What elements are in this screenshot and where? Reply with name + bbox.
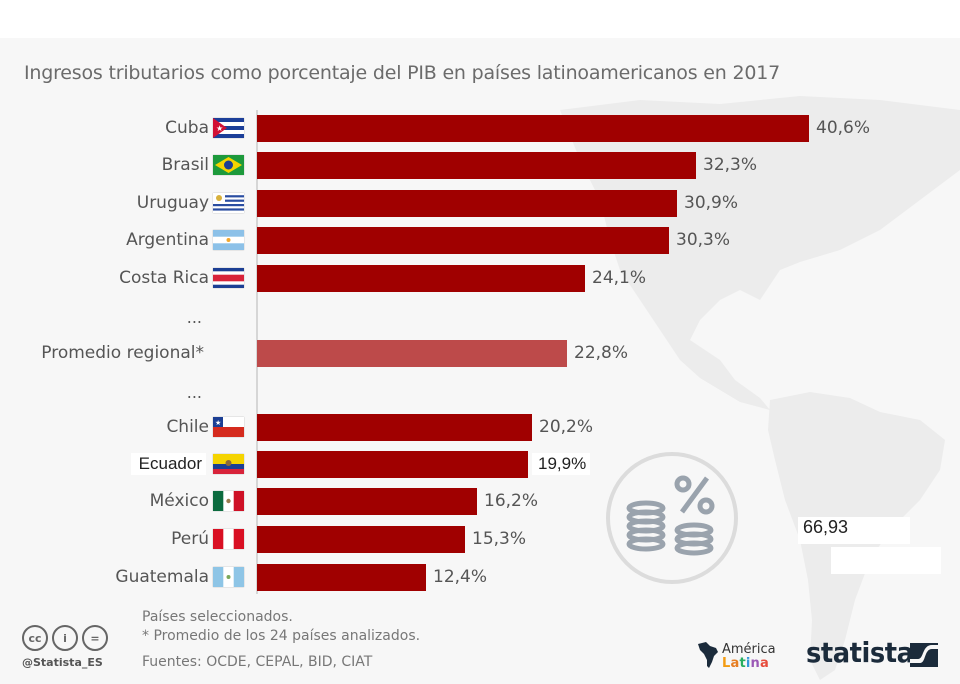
bar-ecuador <box>257 451 528 478</box>
bar-uruguay <box>257 190 677 217</box>
row-ellipsis: ... <box>186 308 202 327</box>
cuba-flag-icon: ★ <box>213 118 244 138</box>
license-icons: cc i = <box>22 625 108 651</box>
coins-percent-icon <box>606 452 738 584</box>
statista-logo[interactable]: statista <box>806 636 914 669</box>
statista-logo-icon <box>910 643 938 667</box>
chile-flag-icon: ★ <box>213 417 244 437</box>
peru-flag-icon <box>213 529 244 549</box>
argentina-flag-icon <box>213 230 244 250</box>
footnote-selected: Países seleccionados. <box>142 609 293 625</box>
brazil-flag-icon <box>213 155 244 175</box>
bar-chile <box>257 414 532 441</box>
logo-letter: a <box>760 656 769 671</box>
footnote-average: * Promedio de los 24 países analizados. <box>142 628 421 644</box>
svg-text:★: ★ <box>215 419 221 427</box>
creative-commons-icon[interactable]: cc <box>22 625 48 651</box>
bar-mexico <box>257 488 477 515</box>
bar-guatemala <box>257 564 426 591</box>
chart-title: Ingresos tributarios como porcentaje del… <box>24 62 780 84</box>
overlay-value-text: 66,93 <box>803 517 849 537</box>
uruguay-flag-icon <box>213 193 244 213</box>
value-label-brasil: 32,3% <box>703 155 758 175</box>
category-label-chile: Chile <box>166 417 209 437</box>
value-label-guatemala: 12,4% <box>433 567 488 587</box>
mexico-flag-icon <box>213 491 244 511</box>
category-label-promedio-regional: Promedio regional* <box>41 343 204 363</box>
latin-america-logo-icon <box>698 642 718 668</box>
svg-text:★: ★ <box>216 124 223 133</box>
america-latina-logo-line1: América <box>722 642 776 657</box>
category-label-uruguay: Uruguay <box>136 193 209 213</box>
bar-peru <box>257 526 465 553</box>
logo-letter: L <box>722 656 731 671</box>
row-ellipsis: ... <box>186 383 202 402</box>
overlay-box-empty <box>831 547 941 574</box>
overlay-box-value <box>798 517 910 544</box>
logo-letter: n <box>750 656 761 671</box>
logo-letter: t <box>739 656 746 671</box>
category-label-cuba: Cuba <box>165 118 209 138</box>
category-label-brasil: Brasil <box>161 155 209 175</box>
costa-rica-flag-icon <box>213 268 244 288</box>
category-label-costa-rica: Costa Rica <box>119 268 209 288</box>
twitter-handle[interactable]: @Statista_ES <box>22 656 103 669</box>
value-label-uruguay: 30,9% <box>684 193 739 213</box>
attribution-icon[interactable]: i <box>52 625 78 651</box>
logo-letter: i <box>745 656 751 671</box>
category-label-peru: Perú <box>171 529 209 549</box>
value-label-costa-rica: 24,1% <box>592 268 647 288</box>
value-label-promedio-regional: 22,8% <box>574 343 629 363</box>
ecuador-flag-icon <box>213 454 244 474</box>
value-label-argentina: 30,3% <box>676 230 731 250</box>
value-label-peru: 15,3% <box>472 529 527 549</box>
bar-cuba <box>257 115 809 142</box>
category-label-ecuador: Ecuador <box>130 453 206 475</box>
bar-argentina <box>257 227 669 254</box>
bar-brasil <box>257 152 696 179</box>
value-label-ecuador: 19,9% <box>532 453 591 475</box>
value-label-chile: 20,2% <box>539 417 594 437</box>
value-label-cuba: 40,6% <box>816 118 871 138</box>
category-label-argentina: Argentina <box>126 230 209 250</box>
bar-promedio-regional <box>257 340 567 367</box>
category-label-guatemala: Guatemala <box>115 567 209 587</box>
value-label-mexico: 16,2% <box>484 491 539 511</box>
coins-icon <box>626 475 715 556</box>
america-latina-logo-line2: Latina <box>722 656 769 671</box>
footnote-sources: Fuentes: OCDE, CEPAL, BID, CIAT <box>142 654 373 670</box>
percent-icon <box>674 475 715 515</box>
guatemala-flag-icon <box>213 567 244 587</box>
logo-letter: a <box>730 656 740 671</box>
category-label-mexico: México <box>149 491 209 511</box>
bar-costa-rica <box>257 265 585 292</box>
no-derivatives-icon[interactable]: = <box>82 625 108 651</box>
